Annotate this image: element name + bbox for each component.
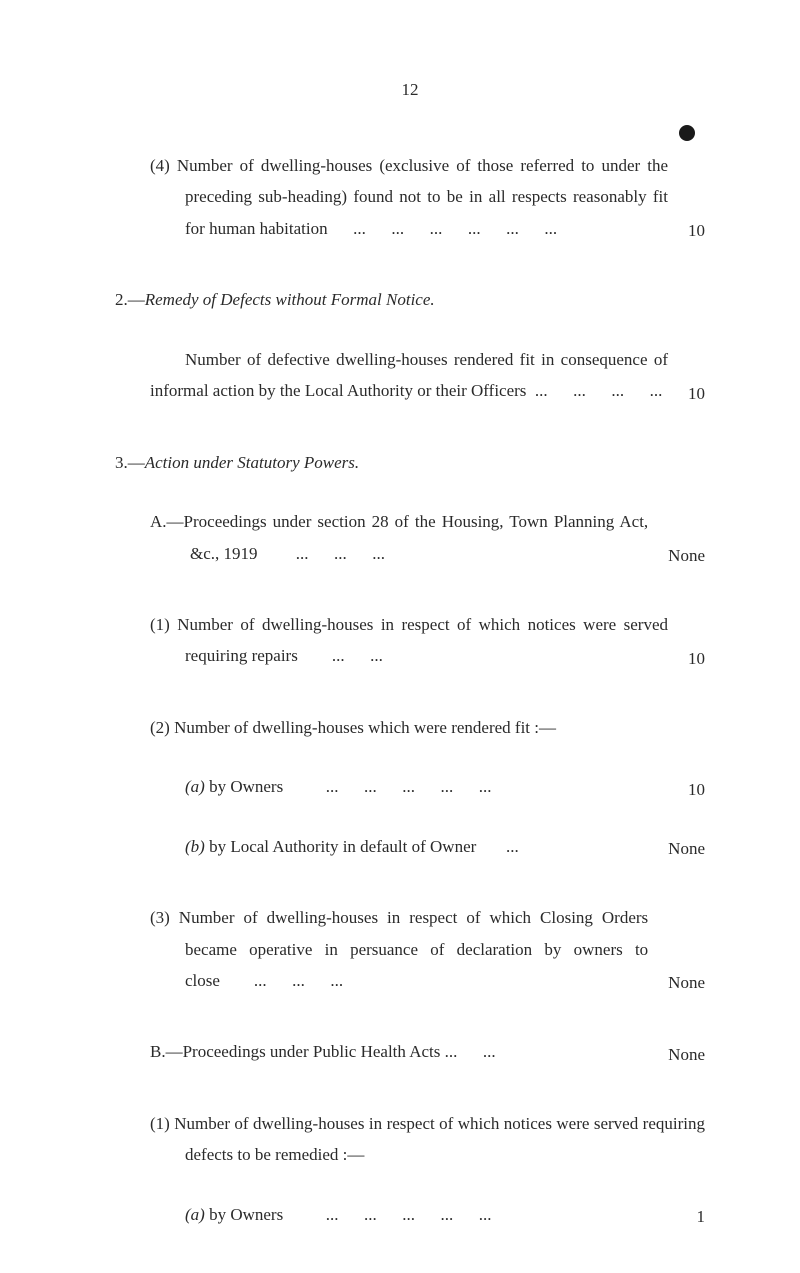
item-b1a-text: by Owners ... ... ... ... ... <box>209 1205 491 1224</box>
item-2b-label: (b) <box>185 837 205 856</box>
item-4-value: 10 <box>668 221 705 244</box>
section-3-sub-a-value: None <box>648 546 705 569</box>
section-2-prefix: 2.— <box>115 290 145 309</box>
section-3-item-2b-value: None <box>648 839 705 862</box>
item-2a-label: (a) <box>185 777 205 796</box>
section-3-sub-a-text: A.—Proceedings under section 28 of the H… <box>115 506 648 569</box>
section-2-para-value: 10 <box>668 384 705 407</box>
section-3-prefix: 3.— <box>115 453 145 472</box>
section-3-heading: 3.—Action under Statutory Powers. <box>115 447 705 478</box>
section-3-item-2a-value: 10 <box>668 780 705 803</box>
section-2-title: Remedy of Defects without Formal Notice. <box>145 290 435 309</box>
section-3-item-3-text: (3) Number of dwelling-houses in respect… <box>115 902 648 996</box>
section-3-item-2b: (b) by Local Authority in default of Own… <box>115 831 648 862</box>
section-3-item-b1a: (a) by Owners ... ... ... ... ... <box>115 1199 677 1230</box>
section-3-item-1-text: (1) Number of dwelling-houses in respect… <box>115 609 668 672</box>
page-number: 12 <box>115 80 705 100</box>
section-3-sub-b-value: None <box>648 1045 705 1068</box>
section-3-item-1-value: 10 <box>668 649 705 672</box>
item-2b-text: by Local Authority in default of Owner .… <box>209 837 519 856</box>
item-4-text: (4) Number of dwelling-houses (exclusive… <box>115 150 668 244</box>
section-3-title: Action under Statutory Powers. <box>145 453 359 472</box>
section-3-item-3-value: None <box>648 973 705 996</box>
section-3-item-b1-text: (1) Number of dwelling-houses in respect… <box>115 1108 705 1171</box>
ink-dot-mark <box>679 125 695 141</box>
section-3-item-2-text: (2) Number of dwelling-houses which were… <box>115 712 705 743</box>
section-2-heading: 2.—Remedy of Defects without Formal Noti… <box>115 284 705 315</box>
section-3-sub-b-text: B.—Proceedings under Public Health Acts … <box>115 1036 648 1067</box>
section-3-item-2a: (a) by Owners ... ... ... ... ... <box>115 771 668 802</box>
item-2a-text: by Owners ... ... ... ... ... <box>209 777 491 796</box>
section-3-item-b1a-value: 1 <box>677 1207 706 1230</box>
item-b1a-label: (a) <box>185 1205 205 1224</box>
section-2-para-text: Number of defective dwelling-houses rend… <box>115 344 668 407</box>
